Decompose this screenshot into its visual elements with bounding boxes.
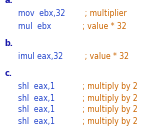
Text: ; multiply by 2: ; multiply by 2	[80, 94, 137, 103]
Text: ; value * 32: ; value * 32	[80, 22, 126, 31]
Text: ; value * 32: ; value * 32	[80, 52, 129, 61]
Text: imul eax,32: imul eax,32	[18, 52, 63, 61]
Text: ; multiplier: ; multiplier	[80, 9, 127, 18]
Text: c.: c.	[4, 69, 12, 78]
Text: ; multiply by 2: ; multiply by 2	[80, 82, 137, 91]
Text: shl  eax,1: shl eax,1	[18, 117, 62, 126]
Text: mul  ebx: mul ebx	[18, 22, 63, 31]
Text: ; multiply by 2: ; multiply by 2	[80, 117, 137, 126]
Text: mov  ebx,32: mov ebx,32	[18, 9, 65, 18]
Text: shl  eax,1: shl eax,1	[18, 82, 62, 91]
Text: shl  eax,1: shl eax,1	[18, 94, 62, 103]
Text: shl  eax,1: shl eax,1	[18, 105, 62, 114]
Text: b.: b.	[4, 39, 13, 48]
Text: a.: a.	[4, 0, 13, 5]
Text: ; multiply by 2: ; multiply by 2	[80, 105, 137, 114]
